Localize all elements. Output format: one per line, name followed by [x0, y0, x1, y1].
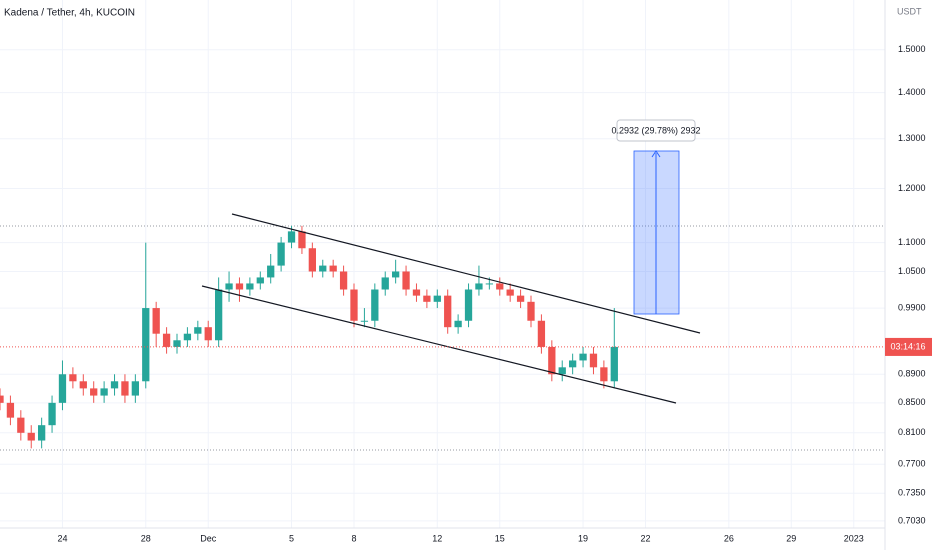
- candle-body: [215, 289, 223, 341]
- y-tick-label: 0.7700: [898, 459, 926, 469]
- candle-body: [454, 320, 462, 328]
- candle-body: [319, 265, 327, 272]
- candle-body: [371, 289, 379, 321]
- y-axis-label: USDT: [897, 6, 922, 16]
- candle-body: [600, 367, 608, 382]
- x-tick-label: 22: [641, 533, 651, 543]
- candle-body: [329, 265, 337, 272]
- x-tick-label: 2023: [844, 533, 864, 543]
- y-tick-label: 0.8900: [898, 369, 926, 379]
- candle-body: [246, 283, 254, 290]
- x-tick-label: 29: [786, 533, 796, 543]
- y-tick-label: 0.8100: [898, 427, 926, 437]
- candle-body: [0, 395, 4, 403]
- x-tick-label: 12: [432, 533, 442, 543]
- countdown-box: [885, 337, 932, 356]
- candle-body: [558, 367, 566, 375]
- candle-body: [90, 388, 98, 396]
- candle-body: [204, 327, 212, 341]
- y-tick-label: 1.3000: [898, 133, 926, 143]
- candle-body: [6, 402, 15, 418]
- axes: 0.7030 0.7350 0.7700 0.8100 0.8500 0.8900 0.99…: [57, 44, 925, 543]
- y-tick-label: 0.7350: [898, 488, 926, 498]
- candle-body: [183, 333, 192, 341]
- countdown: 03:14:16: [890, 341, 925, 351]
- candle-body: [412, 289, 421, 296]
- candle-body: [381, 277, 389, 290]
- y-tick-label: 0.9900: [898, 302, 926, 312]
- candle-body: [162, 333, 171, 347]
- measure-label-box: [616, 119, 696, 142]
- candle-body: [235, 283, 244, 290]
- candle-body: [17, 417, 25, 433]
- candle-body: [610, 346, 618, 382]
- y-tick-label: 0.8500: [898, 397, 926, 407]
- candle-body: [423, 295, 431, 302]
- candle-body: [350, 289, 358, 321]
- y-tick-label: 1.4000: [898, 87, 926, 97]
- candle-body: [433, 295, 441, 302]
- candle-body: [506, 289, 514, 296]
- candle-body: [589, 353, 598, 368]
- candle-body: [287, 231, 296, 243]
- candle-body: [194, 327, 202, 334]
- candle-body: [267, 265, 275, 278]
- candle-body: [308, 248, 316, 272]
- candle-body: [298, 231, 306, 249]
- candle-body: [392, 271, 400, 278]
- candle-body: [475, 283, 483, 290]
- candles: [0, 225, 618, 449]
- candle-body: [485, 283, 493, 285]
- candle-body: [69, 374, 77, 382]
- candle-body: [569, 360, 577, 368]
- candle-body: [48, 402, 56, 426]
- candle-body: [360, 320, 369, 322]
- candle-body: [100, 388, 108, 396]
- channel-lower: [201, 285, 677, 404]
- x-tick-label: 5: [289, 533, 294, 543]
- candle-body: [537, 320, 546, 347]
- y-tick-label: 1.1000: [898, 237, 926, 247]
- x-tick-label: 26: [724, 533, 734, 543]
- candle-body: [496, 283, 504, 290]
- y-tick-label: 1.0500: [898, 266, 926, 276]
- measure-arrowhead: [651, 150, 661, 158]
- candle-body: [548, 346, 556, 375]
- candle-body: [58, 374, 67, 403]
- candle-body: [79, 381, 87, 389]
- candle-body: [152, 308, 160, 334]
- candle-body: [38, 425, 46, 441]
- candle-body: [173, 340, 181, 347]
- candle-body: [579, 353, 587, 361]
- candle-body: [142, 308, 150, 382]
- candle-body: [339, 271, 348, 290]
- chart-title: Kadena / Tether, 4h, KUCOIN: [4, 8, 135, 19]
- channel-upper: [231, 213, 701, 334]
- x-tick-label: 24: [57, 533, 67, 543]
- candle-body: [444, 295, 452, 328]
- x-tick-label: Dec: [200, 533, 217, 543]
- candle-body: [464, 289, 473, 321]
- candle-body: [131, 381, 139, 396]
- candle-body: [402, 271, 410, 290]
- y-tick-label: 0.7030: [898, 515, 926, 525]
- x-tick-label: 8: [351, 533, 356, 543]
- candle-body: [527, 301, 535, 321]
- candle-body: [277, 242, 285, 266]
- candle-body: [121, 381, 129, 396]
- x-tick-label: 15: [495, 533, 505, 543]
- y-tick-label: 1.5000: [898, 44, 926, 54]
- candle-body: [225, 283, 233, 290]
- y-tick-label: 1.2000: [898, 183, 926, 193]
- measure-label: 0.2932 (29.78%) 2932: [611, 125, 700, 135]
- candle-body: [110, 381, 119, 389]
- x-tick-label: 19: [578, 533, 588, 543]
- candle-body: [516, 295, 525, 302]
- x-tick-label: 28: [141, 533, 151, 543]
- candle-body: [256, 277, 264, 284]
- candle-body: [27, 432, 35, 441]
